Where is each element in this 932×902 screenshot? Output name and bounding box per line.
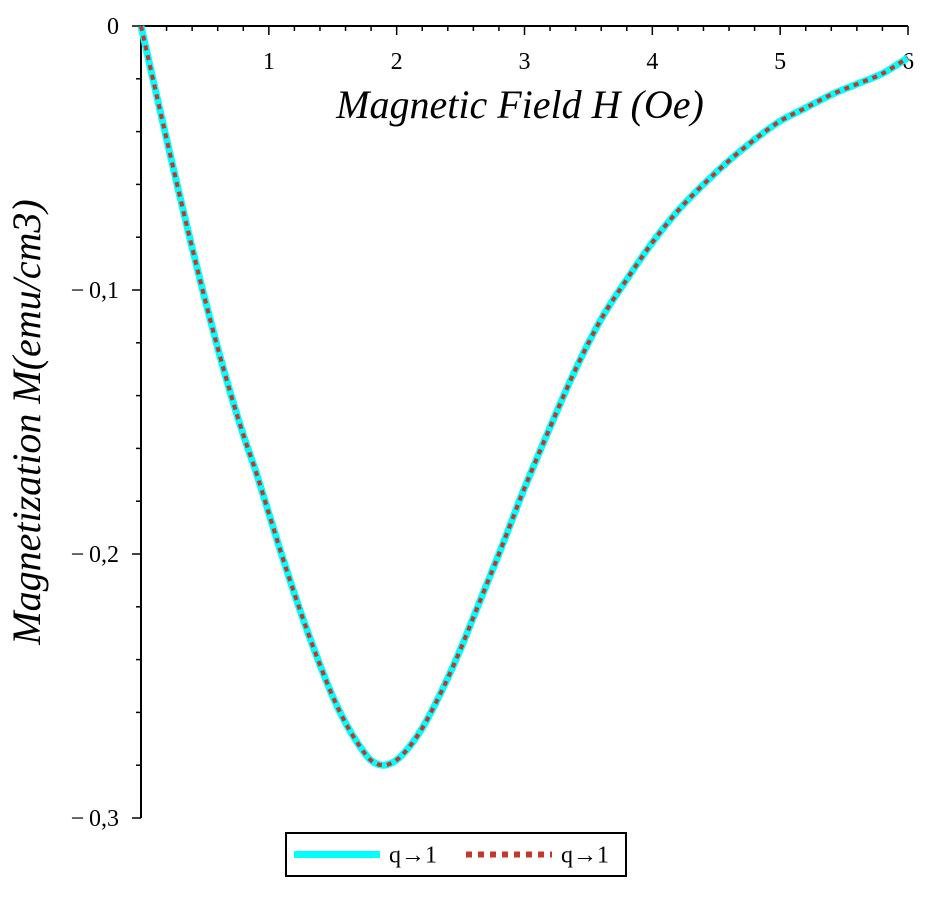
y-tick-label: 0 [107,14,119,40]
x-tick-label: 5 [774,49,786,75]
x-tick-label: 1 [263,49,275,75]
x-tick-label: 2 [391,49,403,75]
y-tick-label: − 0,3 [71,806,119,832]
y-axis: 0 − 0,1 − 0,2 − 0,3 [71,14,142,832]
series-line-2 [139,25,910,768]
legend: q→1 q→1 [285,832,627,877]
x-axis-title: Magnetic Field H (Oe) [335,82,704,127]
series-layer [137,25,910,769]
series-line-1 [137,25,910,769]
y-tick-label: − 0,2 [71,542,119,568]
x-tick-label: 4 [646,49,658,75]
legend-label-1: q→1 [389,843,437,869]
y-tick-label: − 0,1 [71,278,119,304]
legend-label-2: q→1 [561,843,609,869]
y-axis-title: Magnetization M(emu/cm3) [4,199,49,645]
x-tick-label: 3 [519,49,531,75]
legend-box [285,832,627,877]
